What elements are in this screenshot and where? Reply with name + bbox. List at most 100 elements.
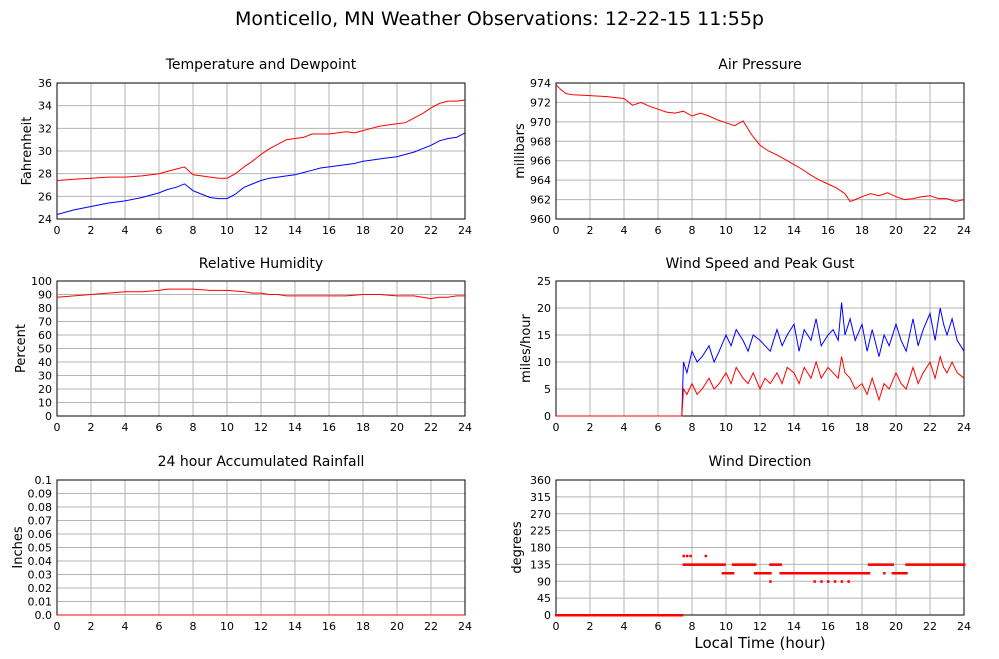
direction-point	[624, 614, 628, 617]
y-tick-label: 34	[38, 100, 52, 113]
direction-point	[951, 563, 954, 566]
direction-point	[777, 563, 781, 566]
y-tick-label: 0.03	[28, 569, 53, 582]
direction-point	[750, 563, 753, 566]
direction-point	[575, 614, 578, 617]
direction-point	[847, 580, 850, 583]
x-tick-label: 16	[322, 224, 336, 237]
direction-point	[572, 614, 575, 617]
x-tick-label: 6	[156, 620, 163, 633]
direction-point	[769, 572, 772, 575]
direction-point	[611, 614, 614, 617]
direction-point	[903, 572, 906, 575]
rain-chart: 0 2 4 6 8 10 12 14 16 18 20 22 240.00.010.020.030.04…	[11, 454, 472, 633]
direction-point	[866, 572, 869, 575]
wind-series-line	[556, 302, 965, 417]
x-tick-label: 12	[254, 224, 268, 237]
y-tick-label: 966	[530, 155, 551, 168]
direction-point	[782, 572, 786, 575]
direction-point	[789, 572, 793, 575]
direction-point	[883, 563, 886, 566]
direction-point	[606, 614, 609, 617]
direction-point	[837, 572, 840, 575]
direction-point	[560, 614, 563, 617]
direction-point	[725, 572, 728, 575]
direction-point	[884, 563, 888, 566]
plot-frame	[555, 479, 965, 616]
chart-title: Wind Direction	[709, 454, 812, 470]
direction-point	[833, 580, 837, 583]
x-tick-label: 6	[156, 421, 163, 434]
direction-point	[799, 572, 803, 575]
direction-point	[573, 614, 577, 617]
y-tick-label: 0.0	[35, 609, 53, 622]
direction-point	[672, 614, 675, 617]
direction-point	[583, 614, 587, 617]
direction-point	[733, 563, 736, 566]
direction-point	[648, 614, 651, 617]
y-axis-label: Percent	[14, 324, 29, 373]
y-axis-label: Fahrenheit	[20, 117, 35, 186]
direction-point	[731, 563, 735, 566]
pressure-chart: 0 2 4 6 8 10 12 14 16 18 20 22 249609629649669689709…	[513, 57, 971, 237]
direction-point	[708, 563, 711, 566]
direction-point	[723, 572, 726, 575]
y-tick-label: 0.08	[28, 501, 53, 514]
y-axis-label: Inches	[11, 526, 26, 568]
direction-point	[918, 563, 922, 566]
x-tick-label: 16	[821, 224, 835, 237]
direction-point	[852, 572, 855, 575]
direction-point	[849, 572, 852, 575]
direction-point	[850, 572, 854, 575]
y-tick-label: 0	[45, 410, 52, 423]
direction-point	[804, 572, 808, 575]
direction-point	[794, 572, 798, 575]
x-tick-label: 18	[356, 224, 370, 237]
direction-point	[658, 614, 662, 617]
x-tick-label: 6	[655, 620, 662, 633]
direction-point	[827, 580, 830, 583]
direction-point	[743, 563, 747, 566]
humidity-chart: 0 2 4 6 8 10 12 14 16 18 20 22 240102030405060708090…	[14, 256, 472, 434]
x-tick-label: 2	[587, 421, 594, 434]
direction-point	[577, 614, 580, 617]
direction-point	[697, 563, 701, 566]
x-tick-label: 0	[54, 620, 61, 633]
direction-point	[726, 572, 730, 575]
direction-point	[883, 572, 886, 575]
x-tick-label: 24	[957, 224, 971, 237]
plot-frame	[56, 82, 466, 220]
y-tick-label: 315	[530, 491, 551, 504]
direction-point	[555, 614, 558, 617]
direction-point	[828, 572, 832, 575]
direction-point	[896, 572, 900, 575]
direction-point	[954, 563, 957, 566]
direction-point	[832, 572, 835, 575]
direction-point	[631, 614, 634, 617]
direction-point	[961, 563, 964, 566]
direction-point	[702, 563, 706, 566]
direction-point	[820, 572, 823, 575]
direction-point	[867, 563, 871, 566]
direction-point	[667, 614, 670, 617]
direction-point	[786, 572, 789, 575]
x-tick-label: 24	[458, 620, 472, 633]
direction-point	[764, 572, 767, 575]
x-tick-label: 10	[220, 620, 234, 633]
x-tick-label: 8	[689, 224, 696, 237]
x-tick-label: 0	[553, 620, 560, 633]
y-tick-label: 225	[530, 525, 551, 538]
x-tick-label: 2	[88, 421, 95, 434]
y-tick-label: 20	[38, 383, 52, 396]
direction-point	[957, 563, 961, 566]
plot-frame	[555, 82, 965, 220]
direction-point	[556, 614, 560, 617]
direction-point	[901, 572, 905, 575]
direction-point	[704, 563, 708, 566]
direction-point	[633, 614, 636, 617]
direction-point	[912, 563, 915, 566]
direction-point	[823, 572, 827, 575]
direction-point	[959, 563, 963, 566]
y-tick-label: 28	[38, 168, 52, 181]
